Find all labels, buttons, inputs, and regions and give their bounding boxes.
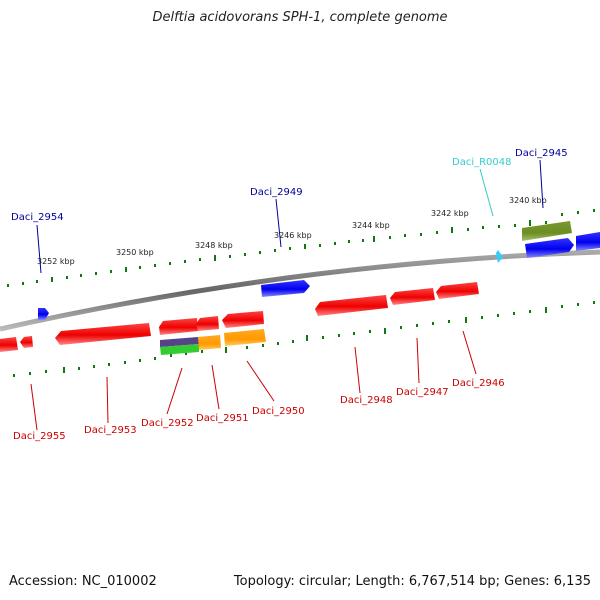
gene-daci-2949[interactable] bbox=[261, 280, 310, 297]
leader-line bbox=[246, 360, 275, 402]
accession-label: Accession: NC_010002 bbox=[9, 574, 157, 589]
gene-label-daci-2954[interactable]: Daci_2954 bbox=[11, 212, 64, 223]
leader-line bbox=[106, 376, 109, 424]
forward-genes bbox=[38, 221, 600, 320]
gene-daci-2951[interactable] bbox=[196, 316, 219, 331]
gene-daci-2946[interactable] bbox=[436, 282, 479, 299]
scale-label: 3242 kbp bbox=[431, 209, 469, 218]
genome-backbone bbox=[0, 249, 600, 332]
gene-label-daci-2953[interactable]: Daci_2953 bbox=[84, 425, 137, 436]
gene-daci-2955[interactable] bbox=[0, 337, 18, 352]
gene-label-daci-2947[interactable]: Daci_2947 bbox=[396, 387, 449, 398]
scale-label: 3248 kbp bbox=[195, 241, 233, 250]
gene-daci-2952[interactable] bbox=[159, 318, 198, 335]
scale-label: 3246 kbp bbox=[274, 231, 312, 240]
scale-label: 3252 kbp bbox=[37, 257, 75, 266]
genome-title: Delftia acidovorans SPH-1, complete geno… bbox=[152, 10, 448, 25]
leader-line bbox=[275, 198, 282, 248]
leader-line bbox=[211, 364, 220, 410]
forward-scale-ticks bbox=[7, 209, 595, 287]
feature-daci-2945-region[interactable] bbox=[522, 221, 572, 241]
leader-line bbox=[36, 224, 42, 274]
gene-label-daci-2951[interactable]: Daci_2951 bbox=[196, 413, 249, 424]
gene-label-daci-2955[interactable]: Daci_2955 bbox=[13, 431, 66, 442]
genome-summary-label: Topology: circular; Length: 6,767,514 bp… bbox=[233, 574, 591, 589]
gene-daci-2954[interactable] bbox=[38, 308, 49, 320]
leader-line bbox=[462, 330, 477, 375]
scale-label: 3240 kbp bbox=[509, 196, 547, 205]
gene-daci-2953[interactable] bbox=[55, 323, 151, 345]
gene-label-daci-2950[interactable]: Daci_2950 bbox=[252, 406, 305, 417]
feature-daci-2952-purple[interactable] bbox=[160, 337, 199, 347]
leader-line bbox=[166, 367, 183, 415]
gene-daci-r0048[interactable] bbox=[496, 250, 503, 263]
gene-label-daci-2945[interactable]: Daci_2945 bbox=[515, 148, 568, 159]
reverse-scale-ticks bbox=[13, 301, 595, 377]
leader-line bbox=[354, 346, 361, 394]
gene-daci-2950[interactable] bbox=[222, 311, 264, 328]
scale-label: 3244 kbp bbox=[352, 221, 390, 230]
gene-daci-2947[interactable] bbox=[390, 288, 435, 305]
gene-daci-2945[interactable] bbox=[525, 238, 574, 258]
gene-label-daci-2949[interactable]: Daci_2949 bbox=[250, 187, 303, 198]
reverse-genes bbox=[0, 282, 479, 355]
gene-edge-forward[interactable] bbox=[576, 232, 600, 251]
feature-daci-2952-green[interactable] bbox=[160, 344, 199, 355]
gene-label-daci-r0048[interactable]: Daci_R0048 bbox=[452, 157, 512, 168]
gene-daci-2955-small[interactable] bbox=[20, 336, 33, 348]
leader-line bbox=[416, 337, 420, 384]
gene-label-daci-2952[interactable]: Daci_2952 bbox=[141, 418, 194, 429]
leader-line bbox=[479, 168, 494, 217]
scale-label: 3250 kbp bbox=[116, 248, 154, 257]
gene-label-daci-2946[interactable]: Daci_2946 bbox=[452, 378, 505, 389]
gene-label-daci-2948[interactable]: Daci_2948 bbox=[340, 395, 393, 406]
leader-line bbox=[30, 383, 38, 431]
feature-daci-2950-orange[interactable] bbox=[224, 329, 266, 346]
feature-daci-2951-orange[interactable] bbox=[198, 335, 221, 350]
leader-line bbox=[539, 159, 544, 209]
gene-daci-2948[interactable] bbox=[315, 295, 388, 316]
